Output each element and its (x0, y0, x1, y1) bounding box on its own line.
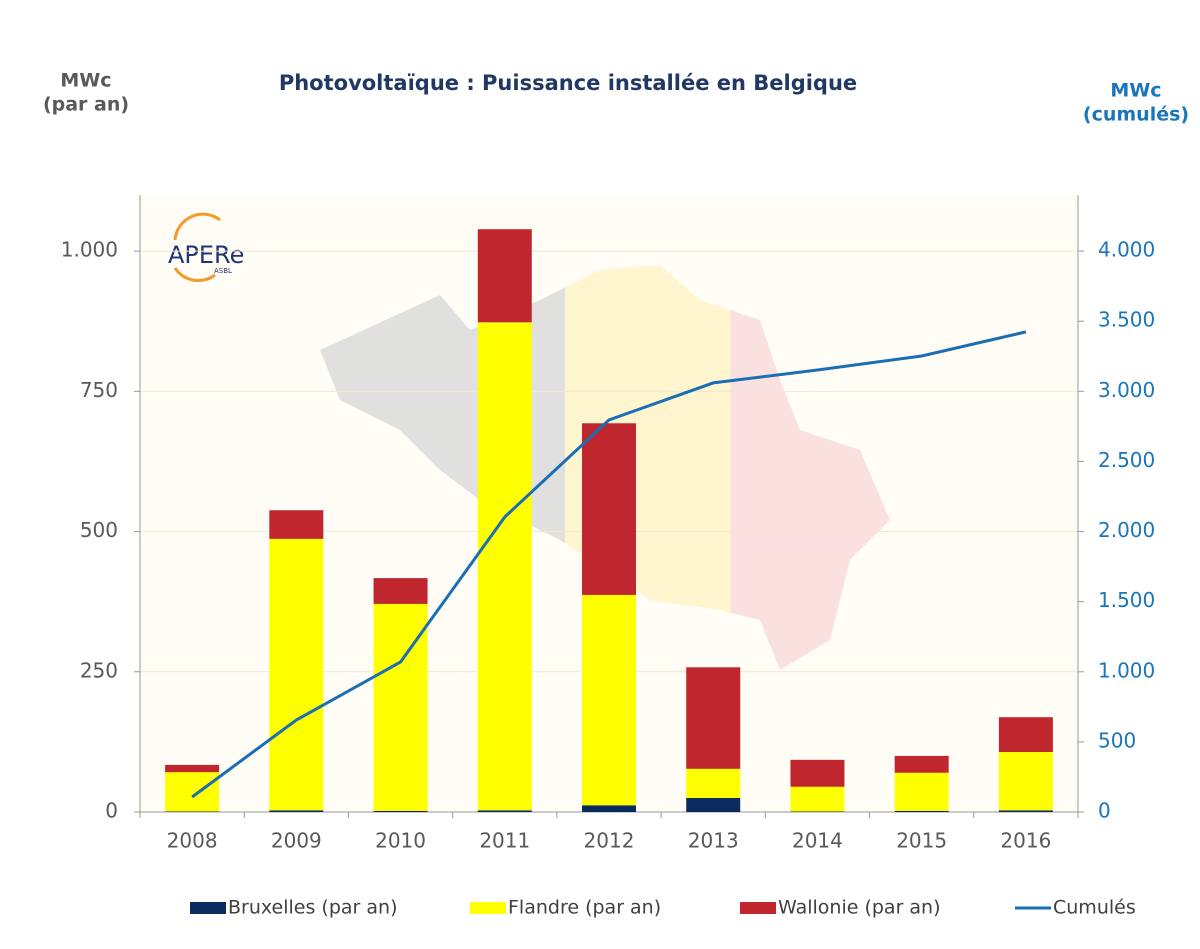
x-tick-label: 2009 (271, 829, 322, 853)
bar (790, 811, 845, 812)
legend-label: Wallonie (par an) (778, 897, 941, 919)
x-tick-label: 2014 (792, 829, 843, 853)
bar (269, 810, 324, 812)
y-tick-label: 250 (80, 658, 118, 682)
bar (582, 594, 636, 806)
y-axis-title: MWc (60, 70, 111, 92)
bar (165, 764, 220, 773)
bar (477, 322, 532, 811)
bar (998, 751, 1053, 811)
bar (790, 786, 845, 812)
y2-tick-label: 2.500 (1098, 448, 1155, 472)
line (191, 330, 1027, 799)
bar (477, 229, 532, 323)
y-tick-label: 750 (80, 378, 118, 402)
bar (582, 423, 636, 595)
y2-tick-label: 3.000 (1098, 378, 1155, 402)
y2-axis-title: (cumulés) (1083, 104, 1189, 126)
y-tick-label: 1.000 (61, 238, 118, 262)
x-tick-label: 2016 (1000, 829, 1051, 853)
y2-tick-label: 1.500 (1098, 588, 1155, 612)
logo: APERe ASBL (168, 212, 244, 282)
logo-arc (173, 267, 216, 282)
y2-tick-label: 3.500 (1098, 308, 1155, 332)
bar (686, 797, 741, 812)
x-tick-label: 2010 (375, 829, 426, 853)
y2-axis-title: MWc (1110, 80, 1161, 102)
chart-title: Photovoltaïque : Puissance installée en … (279, 71, 857, 95)
bar (894, 810, 949, 812)
y2-tick-label: 4.000 (1098, 238, 1155, 262)
legend-swatch (190, 902, 226, 914)
bar (373, 810, 428, 812)
bar (269, 538, 324, 811)
logo-arc (173, 212, 221, 241)
bar (998, 810, 1053, 812)
y2-tick-label: 500 (1098, 728, 1136, 752)
x-tick-label: 2015 (896, 829, 947, 853)
bar (165, 811, 220, 812)
x-tick-label: 2013 (688, 829, 739, 853)
bar (373, 578, 428, 604)
bar (894, 772, 949, 811)
bar (477, 810, 532, 812)
bar (165, 772, 220, 812)
legend-label: Bruxelles (par an) (228, 897, 398, 919)
y-tick-label: 0 (105, 799, 118, 823)
logo-sub: ASBL (214, 267, 232, 275)
legend-label: Flandre (par an) (508, 897, 661, 919)
y-tick-label: 500 (80, 518, 118, 542)
bar (686, 667, 741, 769)
legend-label: Cumulés (1053, 897, 1136, 919)
y-axis-title: (par an) (43, 94, 129, 116)
bar (686, 768, 741, 798)
bar (582, 805, 636, 812)
y2-tick-label: 2.000 (1098, 518, 1155, 542)
legend-swatch (740, 902, 776, 914)
x-tick-label: 2012 (584, 829, 635, 853)
logo-text: APERe (168, 241, 244, 269)
bar (790, 759, 845, 787)
bar (998, 717, 1053, 752)
legend-swatch (470, 902, 506, 914)
y2-tick-label: 0 (1098, 799, 1111, 823)
y2-tick-label: 1.000 (1098, 658, 1155, 682)
x-tick-label: 2008 (167, 829, 218, 853)
bar (269, 510, 324, 539)
x-tick-label: 2011 (479, 829, 530, 853)
bar (894, 755, 949, 773)
